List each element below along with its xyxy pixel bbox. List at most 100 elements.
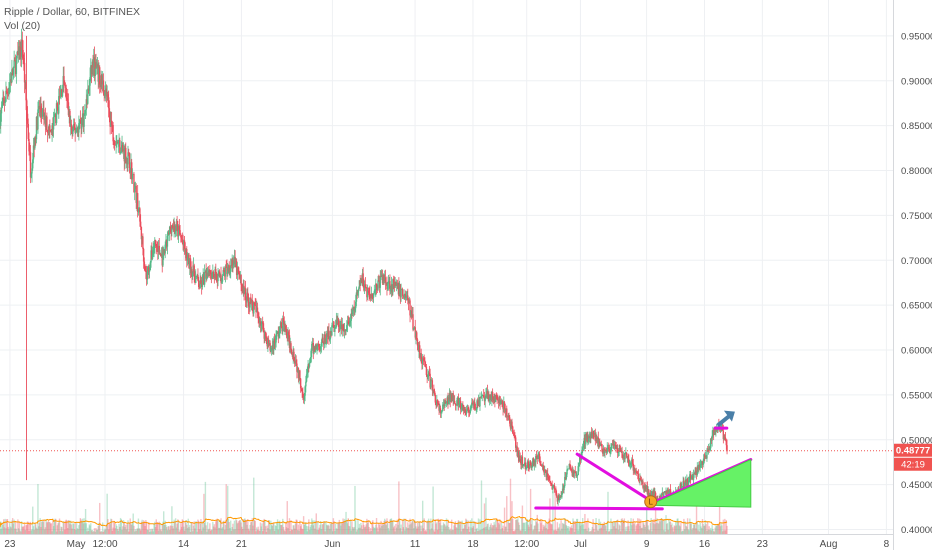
trendline[interactable] <box>575 452 653 503</box>
candle-body <box>475 409 477 411</box>
volume-bar <box>471 527 474 534</box>
candle-body <box>124 147 126 162</box>
volume-bar <box>433 531 436 534</box>
candle-body <box>341 324 344 330</box>
candle-body <box>190 269 192 274</box>
trendline[interactable] <box>534 506 664 511</box>
candle-body <box>163 249 165 253</box>
candle-body <box>360 278 363 283</box>
candle-body <box>654 492 656 494</box>
candle-body <box>491 392 493 400</box>
candle-body <box>425 366 428 376</box>
volume-bar <box>332 518 335 534</box>
volume-bar <box>96 529 99 534</box>
candle-body <box>233 256 236 264</box>
volume-bar <box>436 522 438 534</box>
volume-bar <box>368 526 370 534</box>
candle-body <box>244 288 247 301</box>
volume-bar <box>380 520 382 534</box>
volume-bar <box>598 518 600 534</box>
candle-body <box>451 394 453 402</box>
volume-bar <box>641 527 643 534</box>
volume-bar <box>409 518 411 534</box>
volume-bar <box>465 519 468 534</box>
volume-bar <box>565 525 568 534</box>
volume-bar <box>78 525 80 534</box>
volume-bar <box>543 526 545 534</box>
volume-bar <box>640 519 642 534</box>
volume-bar <box>360 525 363 534</box>
candle-body <box>613 444 615 446</box>
volume-bar <box>295 519 297 534</box>
candle-body <box>114 144 117 146</box>
candle-body <box>303 395 306 400</box>
triangle-pattern[interactable] <box>648 458 752 508</box>
candle-body <box>352 306 355 310</box>
candle-body <box>320 346 322 350</box>
candle-body <box>199 280 201 288</box>
volume-bar <box>588 531 591 534</box>
candle-body <box>192 272 194 277</box>
volume-bar <box>538 531 541 534</box>
candle-body <box>329 331 332 340</box>
candle-body <box>336 319 338 324</box>
candle-body <box>545 471 547 478</box>
candle-body <box>265 336 268 339</box>
candle-body <box>587 436 589 442</box>
volume-bar <box>695 528 697 534</box>
candle-body <box>229 265 232 272</box>
arrow-head-icon[interactable] <box>723 410 735 422</box>
candle-body <box>251 299 253 306</box>
volume-bar <box>298 530 300 534</box>
candle-body <box>279 327 281 333</box>
volume-bar <box>483 527 485 534</box>
candle-body <box>173 225 175 231</box>
candle-body <box>558 498 561 501</box>
candle-body <box>119 140 121 154</box>
volume-bar <box>526 520 528 534</box>
candle-body <box>154 239 157 244</box>
candle-body <box>634 468 636 473</box>
candle-body <box>641 481 643 483</box>
volume-bar <box>154 521 156 534</box>
volume-bar <box>257 526 259 534</box>
candle-body <box>414 327 416 338</box>
candle-body <box>724 437 726 439</box>
candle-body <box>405 296 408 298</box>
volume-bar <box>544 523 547 534</box>
candle-body <box>148 267 150 272</box>
volume-bar <box>125 529 128 534</box>
volume-bar <box>228 521 230 534</box>
marker-icon[interactable] <box>644 495 658 509</box>
candle-body <box>409 300 411 316</box>
candle-body <box>160 254 163 257</box>
volume-bar <box>256 529 259 534</box>
candle-body <box>157 247 159 252</box>
volume-bar <box>284 531 286 534</box>
candle-body <box>630 462 632 464</box>
volume-bar <box>393 525 396 534</box>
volume-bar <box>715 526 718 534</box>
volume-bar <box>365 524 367 534</box>
volume-bar <box>371 521 373 534</box>
volume-bar <box>4 518 6 534</box>
candle-body <box>552 485 554 490</box>
volume-bar <box>114 528 117 534</box>
volume-bar <box>468 526 470 534</box>
volume-bar <box>448 529 451 534</box>
volume-bar <box>354 485 356 534</box>
candle-body <box>328 330 330 340</box>
candle-body <box>468 411 471 414</box>
volume-bar <box>398 481 400 534</box>
volume-bar <box>187 518 189 534</box>
candle-body <box>661 492 664 494</box>
candle-body <box>685 479 687 487</box>
volume-bar <box>218 527 220 534</box>
volume-bar <box>317 521 319 534</box>
volume-bar <box>177 520 180 534</box>
candle-body <box>665 490 667 493</box>
candle-body <box>194 276 196 283</box>
candle-body <box>110 120 112 127</box>
